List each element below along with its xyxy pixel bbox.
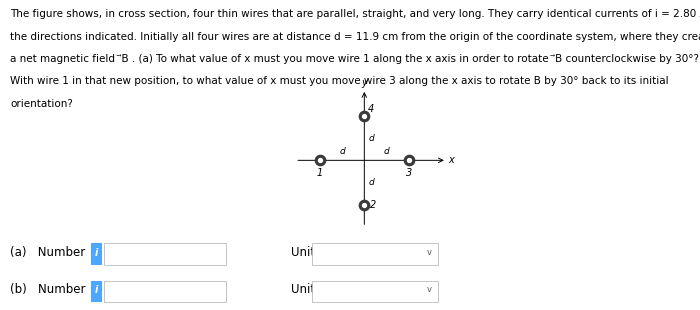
Text: d: d (384, 147, 389, 156)
Text: 1: 1 (316, 168, 323, 178)
Text: 4: 4 (368, 104, 374, 113)
Point (358, 113, 370, 118)
Text: i: i (95, 248, 98, 258)
FancyBboxPatch shape (104, 243, 226, 265)
Point (358, 202, 370, 207)
Text: d: d (340, 147, 345, 156)
Text: 3: 3 (406, 168, 412, 178)
Text: d: d (369, 178, 375, 187)
Point (314, 158, 326, 163)
Text: the directions indicated. Initially all four wires are at distance d = 11.9 cm f: the directions indicated. Initially all … (10, 32, 700, 42)
Text: i: i (95, 285, 98, 295)
FancyBboxPatch shape (91, 243, 102, 265)
FancyBboxPatch shape (312, 243, 438, 265)
Point (403, 158, 414, 163)
Point (314, 158, 326, 163)
Text: Units: Units (290, 246, 321, 259)
FancyBboxPatch shape (104, 281, 226, 302)
Text: With wire 1 in that new position, to what value of x must you move wire 3 along : With wire 1 in that new position, to wha… (10, 76, 669, 86)
Point (403, 158, 414, 163)
Text: x: x (448, 155, 454, 165)
Text: a net magnetic field  ⃗B . (a) To what value of x must you move wire 1 along the: a net magnetic field ⃗B . (a) To what va… (10, 54, 700, 64)
Text: Units: Units (290, 283, 321, 296)
FancyBboxPatch shape (312, 281, 438, 302)
FancyBboxPatch shape (91, 281, 102, 302)
Text: d: d (369, 134, 375, 143)
Point (358, 113, 370, 118)
Text: v: v (427, 248, 432, 257)
Text: orientation?: orientation? (10, 99, 74, 108)
Text: (b)   Number: (b) Number (10, 283, 86, 296)
Text: v: v (427, 285, 432, 294)
Text: (a)   Number: (a) Number (10, 246, 85, 259)
Text: y: y (361, 78, 368, 88)
Text: The figure shows, in cross section, four thin wires that are parallel, straight,: The figure shows, in cross section, four… (10, 9, 700, 19)
Text: 2: 2 (370, 200, 377, 210)
Point (358, 202, 370, 207)
